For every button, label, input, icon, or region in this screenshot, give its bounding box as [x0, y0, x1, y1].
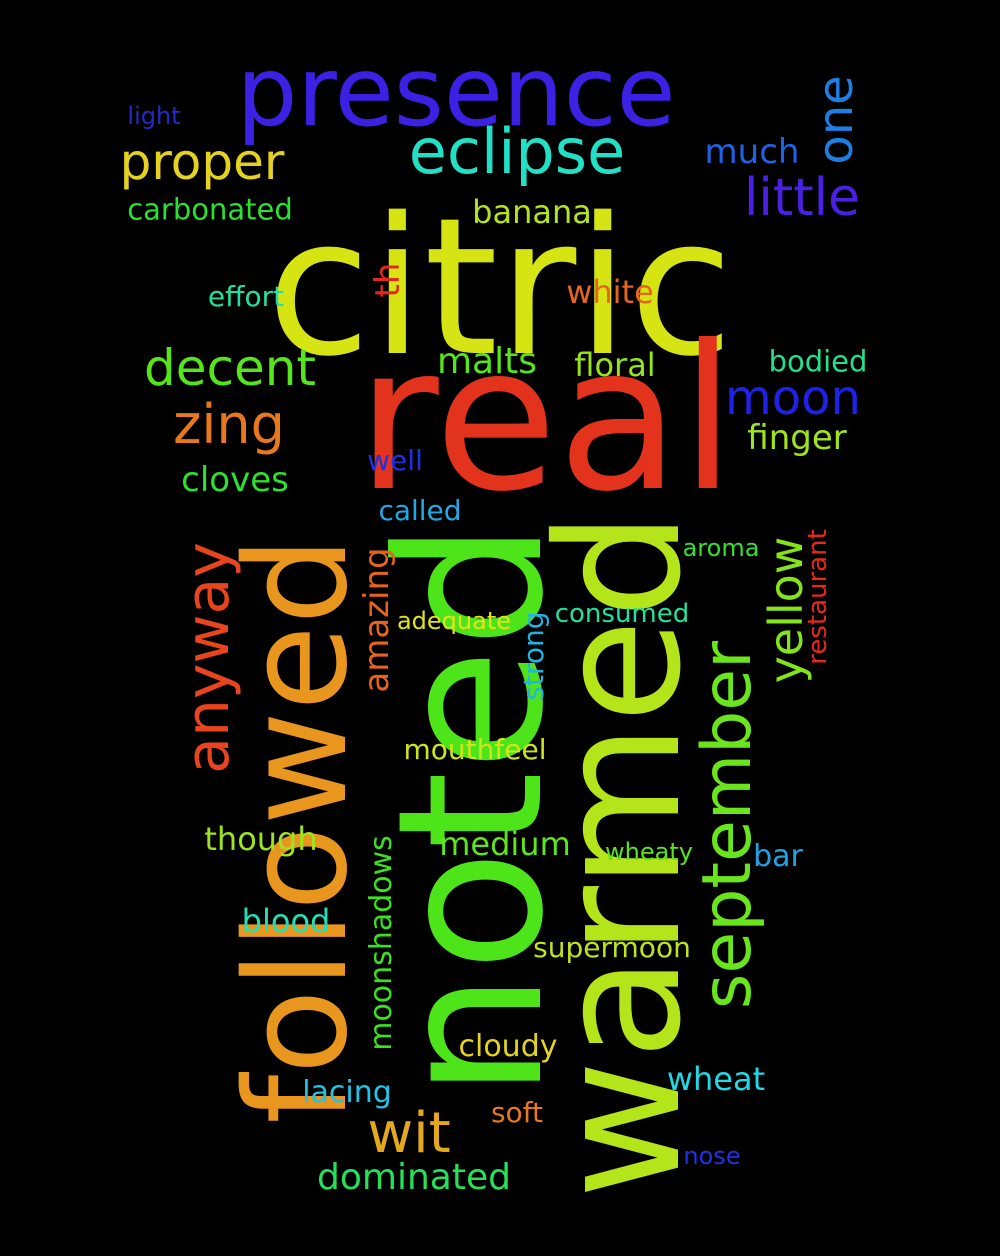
word-proper: proper [119, 133, 285, 191]
word-white: white [566, 273, 654, 311]
word-malts: malts [436, 341, 538, 382]
word-supermoon: supermoon [533, 931, 691, 964]
word-strong: strong [517, 611, 550, 701]
word-light: light [127, 102, 181, 130]
word-aroma: aroma [682, 534, 760, 562]
word-carbonated: carbonated [127, 192, 293, 227]
word-real: real [356, 303, 736, 536]
word-much: much [704, 132, 800, 172]
word-zing: zing [173, 393, 285, 456]
word-citric: citric [266, 177, 734, 398]
word-bar: bar [753, 839, 803, 874]
word-restaurant: restaurant [803, 529, 833, 665]
word-september: september [688, 640, 767, 1010]
word-one: one [808, 75, 864, 165]
word-dominated: dominated [317, 1157, 511, 1198]
word-moon: moon [725, 370, 861, 426]
word-soft: soft [490, 1096, 544, 1129]
word-banana: banana [472, 193, 592, 231]
word-cloves: cloves [181, 460, 289, 500]
word-adequate: adequate [396, 607, 512, 635]
word-amazing: amazing [357, 547, 397, 693]
word-anyway: anyway [173, 542, 243, 774]
word-wheaty: wheaty [605, 838, 693, 866]
word-cloudy: cloudy [458, 1029, 558, 1064]
word-bodied: bodied [768, 344, 868, 379]
word-mouthfeel: mouthfeel [403, 733, 547, 766]
word-moonshadows: moonshadows [364, 835, 399, 1051]
word-medium: medium [439, 825, 571, 863]
word-floral: floral [574, 346, 656, 384]
word-presence: presence [236, 36, 676, 148]
word-th: th [368, 262, 408, 298]
word-decent: decent [143, 339, 317, 397]
word-wheat: wheat [666, 1060, 766, 1098]
word-finger: finger [747, 418, 847, 458]
word-though: though [204, 820, 318, 858]
word-wit: wit [367, 1101, 451, 1166]
word-effort: effort [207, 280, 285, 313]
word-blood: blood [241, 902, 331, 940]
word-called: called [378, 494, 462, 527]
word-well: well [367, 444, 423, 477]
word-consumed: consumed [554, 599, 690, 629]
word-lacing: lacing [302, 1075, 392, 1110]
word-little: little [743, 168, 861, 228]
word-eclipse: eclipse [408, 115, 626, 188]
word-nose: nose [683, 1142, 741, 1170]
